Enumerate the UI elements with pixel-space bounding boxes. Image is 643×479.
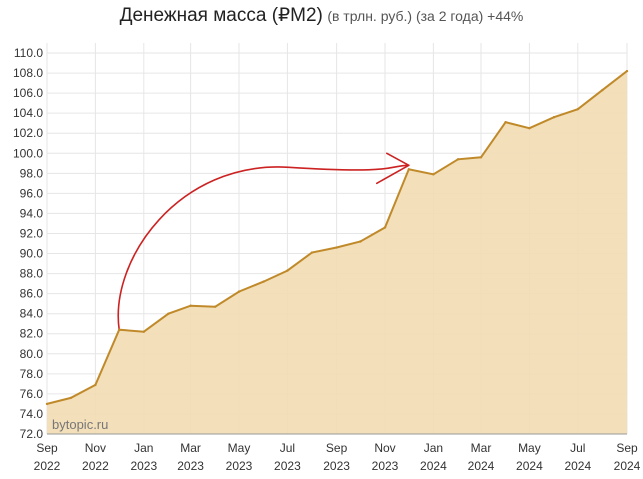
- x-tick-month: Sep: [326, 441, 348, 455]
- y-tick-label: 80.0: [20, 347, 44, 361]
- y-tick-label: 90.0: [20, 247, 44, 261]
- y-tick-label: 82.0: [20, 327, 44, 341]
- y-tick-label: 96.0: [20, 186, 44, 200]
- data-point: [142, 330, 145, 333]
- x-tick-year: 2023: [372, 459, 399, 473]
- x-axis-ticks: Sep 2022 Nov 2022 Jan 2023 Mar 2023 May 2023 Jul 20…: [34, 441, 641, 473]
- annotation-arrow: [117, 152, 410, 331]
- x-tick-month: Jan: [134, 441, 153, 455]
- y-axis-ticks: 72.0 74.0 76.0 78.0 80.0 82.0 84.0 86.0 88.0 90.0…: [13, 46, 43, 441]
- data-point: [262, 280, 265, 283]
- x-tick-year: 2023: [323, 459, 350, 473]
- chart-title-block: Денежная масса (₽M2) (в трлн. руб.) (за …: [0, 4, 643, 27]
- y-tick-label: 76.0: [20, 387, 44, 401]
- data-points: [45, 69, 629, 406]
- x-tick-year: 2022: [82, 459, 109, 473]
- data-point: [432, 173, 435, 176]
- x-tick-year: 2023: [130, 459, 157, 473]
- data-point: [214, 305, 217, 308]
- x-tick-month: Sep: [616, 441, 638, 455]
- y-tick-label: 94.0: [20, 206, 44, 220]
- x-tick-year: 2023: [177, 459, 204, 473]
- y-tick-label: 84.0: [20, 307, 44, 321]
- x-tick-month: Mar: [180, 441, 201, 455]
- y-tick-label: 74.0: [20, 407, 44, 421]
- y-tick-label: 72.0: [20, 427, 44, 441]
- x-tick-month: Mar: [471, 441, 492, 455]
- data-point: [383, 226, 387, 229]
- data-point: [504, 121, 507, 124]
- data-point: [528, 127, 531, 130]
- arrow-head: [376, 152, 410, 185]
- data-point: [407, 168, 411, 171]
- data-point: [45, 402, 49, 406]
- data-point: [189, 304, 192, 307]
- data-point: [94, 383, 97, 387]
- x-tick-year: 2024: [614, 459, 641, 473]
- data-point: [69, 396, 73, 400]
- watermark: bytopic.ru: [52, 417, 108, 432]
- y-tick-label: 100.0: [13, 146, 43, 160]
- data-point: [335, 246, 338, 249]
- data-point: [310, 251, 314, 254]
- x-tick-year: 2023: [274, 459, 301, 473]
- data-point: [576, 107, 580, 111]
- x-tick-month: Sep: [36, 441, 58, 455]
- y-tick-label: 88.0: [20, 267, 44, 281]
- data-point: [359, 240, 362, 243]
- data-point: [167, 312, 170, 315]
- y-tick-label: 92.0: [20, 226, 44, 240]
- data-point: [552, 115, 556, 119]
- data-point: [286, 269, 289, 272]
- x-tick-month: Nov: [374, 441, 395, 455]
- x-tick-month: Jul: [570, 441, 585, 455]
- data-point: [456, 158, 460, 161]
- chart-title: Денежная масса (₽M2): [119, 5, 323, 26]
- chart-subtitle: (в трлн. руб.) (за 2 года) +44%: [327, 8, 524, 24]
- x-tick-year: 2022: [34, 459, 61, 473]
- x-tick-year: 2024: [564, 459, 591, 473]
- x-tick-month: Nov: [85, 441, 106, 455]
- x-tick-year: 2024: [516, 459, 543, 473]
- area-fill: [47, 71, 627, 434]
- y-tick-label: 86.0: [20, 287, 44, 301]
- data-point: [625, 69, 629, 73]
- y-tick-label: 110.0: [14, 46, 43, 60]
- x-tick-month: May: [518, 441, 541, 455]
- y-tick-label: 108.0: [13, 66, 43, 80]
- y-tick-label: 102.0: [13, 126, 43, 140]
- x-tick-year: 2024: [468, 459, 495, 473]
- x-tick-year: 2023: [226, 459, 253, 473]
- arrow-shaft: [117, 164, 410, 331]
- data-point: [237, 290, 241, 293]
- x-tick-month: May: [228, 441, 251, 455]
- x-tick-month: Jan: [424, 441, 443, 455]
- data-point: [118, 328, 121, 331]
- x-tick-month: Jul: [280, 441, 295, 455]
- y-tick-label: 104.0: [13, 106, 43, 120]
- y-tick-label: 98.0: [20, 166, 44, 180]
- data-point: [479, 156, 483, 159]
- data-point: [601, 88, 604, 92]
- y-tick-label: 78.0: [20, 367, 44, 381]
- y-tick-label: 106.0: [13, 86, 43, 100]
- x-tick-year: 2024: [420, 459, 447, 473]
